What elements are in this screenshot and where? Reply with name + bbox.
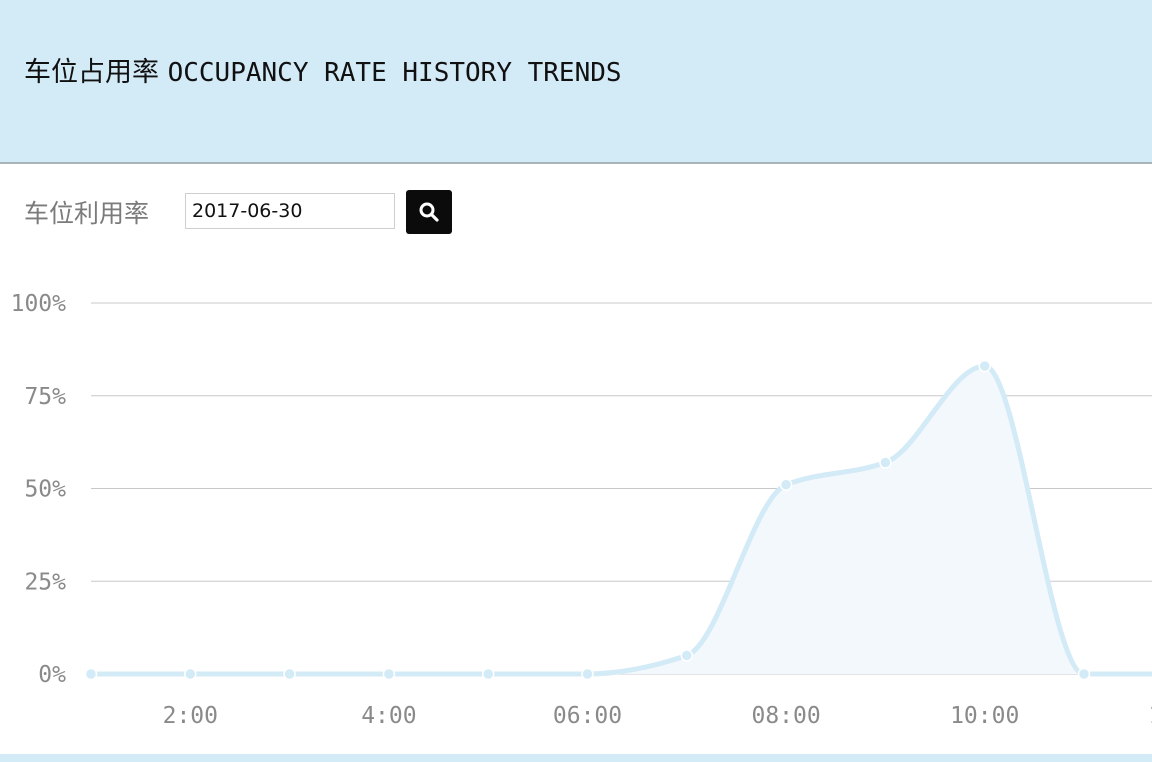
area-fill	[91, 366, 1152, 675]
footer-bar	[0, 754, 1152, 762]
x-tick-label: 06:00	[553, 703, 622, 729]
title-en: OCCUPANCY RATE HISTORY TRENDS	[167, 58, 622, 88]
filter-label: 车位利用率	[24, 199, 150, 228]
x-tick-label: 4:00	[361, 703, 416, 729]
y-tick-label: 100%	[11, 291, 67, 317]
date-input[interactable]	[185, 193, 395, 229]
x-tick-label: 10:00	[950, 703, 1019, 729]
page-title: 车位占用率 OCCUPANCY RATE HISTORY TRENDS	[24, 50, 622, 89]
data-point	[1077, 667, 1091, 681]
x-tick-label: 08:00	[751, 703, 820, 729]
search-button[interactable]	[406, 190, 452, 234]
area-path	[91, 366, 1152, 675]
data-point	[879, 456, 892, 469]
data-point	[184, 667, 197, 681]
y-axis-ticks: 0% 25% 50% 75% 100%	[11, 291, 67, 688]
y-tick-label: 75%	[24, 384, 66, 410]
search-icon	[419, 202, 439, 222]
y-tick-label: 50%	[24, 477, 66, 503]
data-point	[978, 359, 991, 373]
data-point	[779, 478, 793, 492]
data-point	[382, 667, 396, 681]
y-tick-label: 0%	[38, 662, 66, 688]
data-point	[581, 667, 594, 681]
data-point	[680, 649, 694, 662]
x-tick-label: 2:00	[163, 703, 218, 729]
page-header: 车位占用率 OCCUPANCY RATE HISTORY TRENDS	[0, 0, 1152, 164]
title-cn: 车位占用率	[24, 57, 159, 88]
x-tick-label: 12:00	[1149, 703, 1152, 729]
data-point	[481, 667, 495, 681]
x-axis-ticks: 2:00 4:00 06:00 08:00 10:00 12:00	[163, 703, 1152, 729]
occupancy-chart: 0% 25% 50% 75% 100% 2:00 4:00 06:00 08:00 10:00 1…	[11, 291, 1152, 729]
data-points	[84, 359, 1091, 681]
data-point	[283, 667, 296, 681]
y-tick-label: 25%	[24, 569, 66, 595]
data-point	[84, 667, 98, 681]
